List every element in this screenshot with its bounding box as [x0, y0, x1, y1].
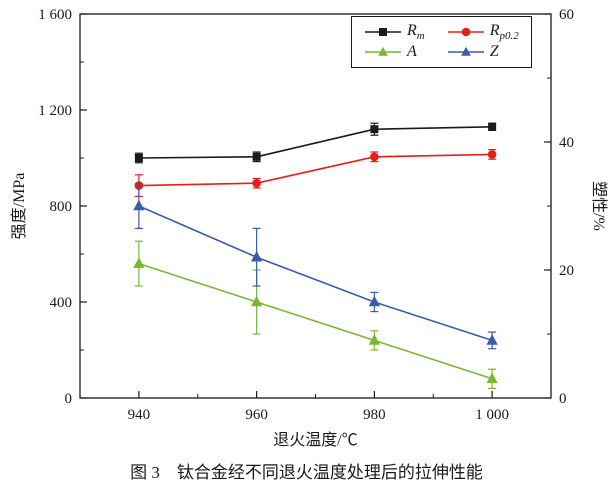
series-A	[133, 240, 498, 389]
right-tick-label: 20	[559, 263, 574, 279]
x-tick-label: 940	[128, 407, 151, 423]
tensile-properties-chart: 0 400 800 1 200 1 600 0 20 40 60 940 960 980 1 000 强度…	[10, 7, 608, 449]
right-tick-label: 40	[559, 135, 574, 151]
left-tick-label: 800	[50, 199, 73, 215]
legend-item-Rp0.2: Rp0.2	[447, 22, 519, 42]
square-marker	[370, 125, 379, 134]
series-line	[138, 126, 493, 159]
triangle-marker	[133, 257, 145, 268]
figure-caption: 图 3 钛合金经不同退火温度处理后的拉伸性能	[130, 463, 483, 482]
right-axis-title: 塑性/%	[590, 181, 608, 231]
legend-label: Rm	[407, 22, 425, 43]
plot-frame	[79, 13, 552, 399]
chart-area: 0 400 800 1 200 1 600 0 20 40 60 940 960 980 1 000 强度…	[10, 7, 608, 449]
triangle-marker	[133, 199, 145, 211]
series-Z	[133, 183, 498, 350]
circle-marker	[252, 178, 261, 188]
square-marker	[488, 122, 497, 131]
circle-marker	[370, 152, 379, 162]
series-Rp0.2	[134, 149, 497, 197]
square-marker	[252, 152, 261, 161]
triangle-marker	[250, 250, 263, 262]
x-tick-label: 960	[245, 407, 268, 423]
series-Rm	[134, 122, 497, 164]
legend-label: A	[407, 43, 417, 61]
legend-label: Rp0.2	[489, 22, 519, 43]
left-tick-label: 400	[50, 295, 73, 311]
x-tick-label: 980	[363, 407, 386, 423]
left-tick-label: 1 200	[38, 103, 72, 119]
triangle-marker	[368, 295, 381, 307]
series-line	[138, 205, 493, 342]
right-tick-label: 60	[559, 7, 574, 23]
series-line	[138, 262, 493, 380]
left-tick-label: 0	[65, 391, 73, 407]
x-tick-label: 1 000	[475, 407, 509, 423]
legend-swatch	[447, 46, 484, 56]
left-tick-label: 1 600	[38, 7, 72, 23]
legend-item-Rm: Rm	[364, 22, 425, 42]
square-marker	[134, 154, 143, 162]
triangle-marker	[368, 334, 381, 345]
legend-item-Z: Z	[447, 43, 519, 61]
circle-marker	[487, 150, 497, 159]
legend-item-A: A	[364, 43, 425, 61]
x-axis-title: 退火温度/℃	[273, 431, 357, 449]
triangle-marker	[250, 295, 263, 307]
triangle-marker	[486, 372, 498, 384]
legend-label: Z	[489, 43, 499, 61]
legend-swatch	[365, 46, 401, 56]
triangle-marker	[486, 334, 498, 345]
left-axis-title: 强度/MPa	[10, 173, 28, 240]
series-line	[138, 153, 493, 187]
legend-swatch	[447, 27, 484, 37]
legend-swatch	[365, 28, 401, 37]
right-tick-label: 0	[559, 391, 567, 407]
legend: Rm Rp0.2 A Z	[351, 16, 532, 69]
